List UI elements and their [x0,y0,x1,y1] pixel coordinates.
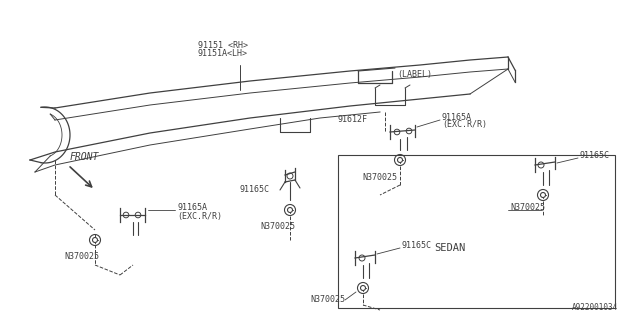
Circle shape [287,207,292,212]
Text: 91151A<LH>: 91151A<LH> [198,49,248,58]
Text: 91165A: 91165A [177,204,207,212]
Circle shape [397,157,403,163]
Text: 91165A: 91165A [442,113,472,122]
Text: 91165C: 91165C [402,242,432,251]
Text: N370025: N370025 [310,295,345,305]
Bar [338,155,615,308]
Text: 91165C: 91165C [240,185,270,194]
Text: SEDAN: SEDAN [435,243,466,253]
Text: N370025: N370025 [510,204,545,212]
Text: N370025: N370025 [362,173,397,182]
Circle shape [360,285,365,291]
Text: 91612F: 91612F [337,115,367,124]
Circle shape [541,193,545,197]
Text: FRONT: FRONT [70,152,99,162]
Text: A922001034: A922001034 [572,303,618,312]
Text: (EXC.R/R): (EXC.R/R) [177,212,222,220]
Text: 91165C: 91165C [580,151,610,161]
Text: (EXC.R/R): (EXC.R/R) [442,121,487,130]
Text: N370025: N370025 [65,252,99,261]
Circle shape [93,237,97,243]
Text: N370025: N370025 [260,222,296,231]
Text: 91151 <RH>: 91151 <RH> [198,41,248,50]
Text: (LABEL): (LABEL) [397,70,432,79]
